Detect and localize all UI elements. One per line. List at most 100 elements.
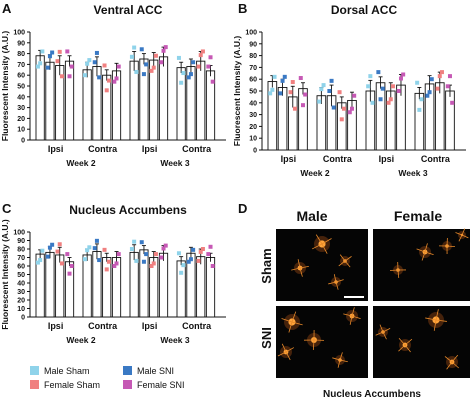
point-male-sham [319,87,324,92]
y-tick-label: 60 [17,73,25,80]
cell-process [424,243,428,253]
point-female-sni [161,246,166,251]
point-female-sni [112,79,117,84]
point-male-sham [132,45,137,50]
cell-process [416,248,426,253]
point-male-sham [35,260,40,265]
cell-process [344,256,352,262]
point-male-sni [191,60,196,65]
cell-process [433,319,437,331]
point-male-sham [272,74,277,79]
cell-process [321,238,332,245]
legend-label-female-sni: Female SNI [137,380,185,390]
point-female-sni [398,76,403,81]
point-female-sham [55,59,60,64]
micro-row-label-sni: SNI [259,327,274,349]
point-male-sham [38,258,43,263]
point-male-sni [139,47,144,52]
point-male-sham [40,49,45,54]
micrograph-female-sham [373,229,470,301]
legend-label-male-sham: Male Sham [44,366,90,376]
micro-row-label-sham: Sham [259,248,274,283]
micro-col-label-male: Male [296,208,327,224]
point-male-sni [425,93,430,98]
point-female-sni [206,64,211,69]
y-axis-label: Fluorescent Intensity (A.U.) [0,31,10,142]
y-tick-label: 50 [249,89,257,96]
point-male-sni [45,65,50,70]
y-tick-label: 10 [17,306,25,313]
bar-male-sham [176,67,186,141]
point-female-sham [104,88,109,93]
cell-process [277,351,287,357]
point-male-sni [47,54,52,59]
cell-process [351,315,361,319]
point-female-sham [288,90,293,95]
point-male-sham [321,83,326,88]
point-male-sni [97,258,102,263]
legend-swatch-female-sham [30,380,39,389]
point-female-sham [388,97,393,102]
y-tick-label: 0 [21,138,25,145]
point-male-sham [368,74,373,79]
point-male-sham [38,61,43,66]
point-female-sham [151,261,156,266]
y-tick-label: 20 [17,116,25,123]
point-female-sni [445,84,450,89]
cell-process [328,281,337,285]
point-male-sham [415,80,420,85]
micro-caption: Nucleus Accumbens [323,389,421,400]
point-female-sni [349,106,354,111]
cell-process [281,343,287,353]
cell-process [332,357,341,361]
y-tick-label: 50 [17,84,25,91]
micro-col-label-female: Female [394,208,442,224]
point-female-sni [159,255,164,260]
legend-swatch-female-sni [123,380,132,389]
legend-label-female-sham: Female Sham [44,380,100,390]
point-female-sni [300,103,305,108]
cell-process [291,321,303,326]
point-male-sni [47,245,52,250]
point-female-sham [435,86,440,91]
cell-process [297,259,301,269]
point-female-sni [112,264,117,268]
cell-process [382,327,391,333]
point-female-sham [153,252,158,257]
point-male-sham [134,258,139,263]
point-female-sham [102,63,107,68]
point-male-sham [87,58,92,63]
cell-process [375,331,384,336]
point-male-sham [370,100,375,105]
point-male-sham [129,247,134,251]
point-male-sham [82,73,87,78]
point-male-sni [141,259,146,264]
cell-process [315,234,323,245]
point-male-sni [50,242,55,247]
y-tick-label: 100 [245,30,257,37]
point-female-sni [210,79,215,84]
cell-process [349,315,353,325]
point-female-sham [106,259,111,264]
y-tick-label: 90 [17,238,25,245]
scale-bar [344,296,364,298]
point-female-sni [159,60,164,65]
legend: Male Sham Male SNI Female Sham Female SN… [30,366,185,390]
cell-process [389,269,399,271]
point-male-sni [144,62,149,67]
y-tick-label: 70 [17,62,25,69]
point-female-sham [198,53,203,58]
point-male-sham [417,107,422,112]
y-tick-label: 20 [249,124,257,131]
cell-process [344,260,351,268]
point-female-sham [55,249,60,254]
cell-process [458,234,463,242]
x-group-label: Ipsi [281,154,297,164]
point-female-sham [386,100,391,105]
point-male-sni [380,86,385,91]
point-female-sham [57,49,62,54]
chart-title: Dorsal ACC [331,3,398,17]
cell-process [444,356,453,363]
point-male-sham [179,270,184,275]
bar-female-sni [445,90,455,151]
